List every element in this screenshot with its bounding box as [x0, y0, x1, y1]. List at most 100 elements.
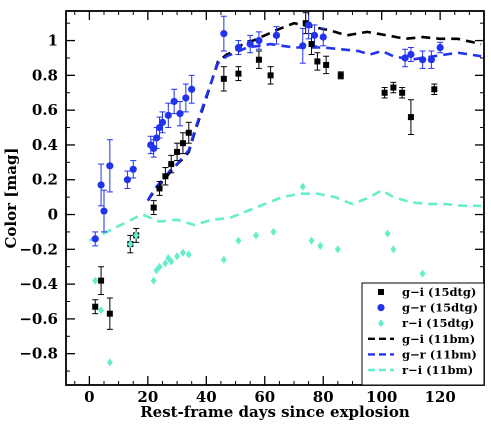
data-point-g-r-15dtg	[272, 31, 281, 39]
errorbars-layer	[92, 11, 444, 330]
data-point-g-r-15dtg	[319, 33, 327, 41]
data-point-r-i-15dtg	[253, 231, 259, 240]
data-point-g-r-15dtg	[234, 43, 243, 52]
data-point-r-i-15dtg	[270, 227, 277, 236]
data-point-g-i-15dtg	[381, 89, 388, 96]
data-point-r-i-15dtg	[308, 236, 315, 245]
y-axis-title: Color [mag]	[2, 147, 20, 248]
data-point-g-i-15dtg	[168, 161, 175, 168]
legend-label-g-r-15dtg: g−r (15dtg)	[402, 301, 478, 315]
data-point-r-i-15dtg	[168, 257, 175, 266]
x-tick-label: 80	[313, 388, 334, 406]
data-point-r-i-15dtg	[162, 259, 169, 268]
data-point-g-i-15dtg	[323, 61, 330, 68]
series-line-g-i-11bm	[146, 21, 482, 202]
data-point-g-r-15dtg	[158, 118, 167, 126]
data-point-g-i-15dtg	[98, 277, 105, 284]
data-point-g-r-15dtg	[188, 85, 196, 93]
data-point-r-i-15dtg	[127, 240, 134, 249]
x-tick-label: 20	[137, 388, 158, 406]
legend-marker-r-i-15dtg	[378, 319, 384, 328]
data-point-g-i-15dtg	[179, 140, 186, 147]
data-point-g-r-15dtg	[91, 235, 99, 243]
data-point-g-r-15dtg	[255, 36, 263, 45]
y-tick-label: 0.8	[32, 66, 58, 84]
data-point-g-r-15dtg	[150, 144, 158, 153]
data-point-g-i-15dtg	[390, 84, 397, 91]
data-point-g-i-15dtg	[407, 114, 414, 121]
data-point-r-i-15dtg	[419, 269, 426, 278]
data-point-g-r-15dtg	[123, 176, 131, 184]
data-point-r-i-15dtg	[156, 262, 163, 271]
data-point-g-r-15dtg	[419, 56, 427, 64]
data-point-g-i-15dtg	[255, 56, 262, 63]
data-point-g-r-15dtg	[407, 50, 415, 59]
data-point-g-i-15dtg	[156, 185, 163, 192]
data-point-r-i-15dtg	[235, 236, 242, 245]
y-tick-label: 1	[48, 32, 58, 50]
y-tick-label: 0.2	[32, 171, 58, 189]
data-point-g-r-15dtg	[106, 162, 114, 170]
x-tick-label: 60	[254, 388, 275, 406]
data-point-g-i-15dtg	[267, 72, 274, 79]
data-points-layer	[91, 20, 444, 367]
y-tick-label: −0.4	[19, 275, 58, 293]
data-point-g-r-15dtg	[427, 56, 435, 64]
x-tick-label: 120	[424, 388, 455, 406]
y-tick-label: 0.4	[32, 136, 58, 154]
x-tick-label: 0	[84, 388, 94, 406]
data-point-r-i-15dtg	[150, 276, 157, 285]
x-axis-title: Rest-frame days since explosion	[140, 403, 410, 421]
legend-label-r-i-11bm: r−i (11bm)	[402, 363, 473, 377]
data-point-g-r-15dtg	[305, 21, 313, 29]
data-point-g-i-15dtg	[106, 310, 113, 317]
legend-box	[361, 282, 485, 386]
y-tick-label: 0	[48, 206, 58, 224]
data-point-r-i-15dtg	[98, 306, 105, 315]
data-point-g-r-15dtg	[436, 43, 444, 52]
data-point-g-r-15dtg	[100, 207, 108, 215]
data-point-g-i-15dtg	[92, 303, 99, 310]
data-point-g-r-15dtg	[170, 97, 178, 106]
y-tick-label: −0.6	[19, 310, 58, 328]
data-point-g-i-15dtg	[308, 41, 315, 48]
y-tick-label: −0.8	[19, 345, 58, 363]
data-point-g-i-15dtg	[185, 129, 192, 136]
data-point-g-i-15dtg	[314, 58, 321, 65]
data-point-g-r-15dtg	[246, 40, 254, 48]
data-point-g-i-15dtg	[431, 86, 438, 93]
data-point-g-r-15dtg	[129, 165, 137, 173]
data-point-g-i-15dtg	[162, 173, 169, 180]
x-tick-label: 40	[196, 388, 217, 406]
axes-layer: 0 20 40 60 80 100 120 −0.8 −0.6 −0.4 −0.2 0 0.2 0.4 0.…	[19, 11, 484, 406]
data-point-g-r-15dtg	[164, 111, 172, 119]
data-point-g-i-15dtg	[150, 204, 157, 211]
y-tick-label: −0.2	[19, 240, 58, 258]
data-point-r-i-15dtg	[334, 245, 341, 254]
data-point-r-i-15dtg	[133, 231, 140, 240]
data-point-g-i-15dtg	[235, 70, 242, 77]
legend: g−i (15dtg) g−r (15dtg)r−i (15dtg) g−i (11…	[361, 282, 485, 386]
data-point-r-i-15dtg	[299, 182, 306, 191]
data-point-g-r-15dtg	[176, 110, 184, 118]
data-point-r-i-15dtg	[174, 252, 181, 261]
data-point-r-i-15dtg	[106, 358, 113, 367]
data-point-r-i-15dtg	[317, 241, 324, 250]
data-point-r-i-15dtg	[390, 245, 397, 254]
data-point-g-r-15dtg	[401, 54, 409, 62]
x-tick-label: 100	[366, 388, 397, 406]
legend-label-g-i-11bm: g−i (11bm)	[402, 332, 475, 346]
data-point-g-i-15dtg	[399, 89, 406, 96]
data-point-r-i-15dtg	[185, 250, 192, 259]
legend-label-r-i-15dtg: r−i (15dtg)	[402, 316, 474, 330]
legend-marker-g-r-15dtg	[377, 304, 385, 312]
data-point-g-i-15dtg	[220, 75, 227, 82]
data-point-g-r-15dtg	[310, 31, 319, 39]
data-point-g-i-15dtg	[337, 72, 344, 79]
legend-label-g-i-15dtg: g−i (15dtg)	[402, 285, 476, 299]
legend-label-g-r-11bm: g−r (11bm)	[402, 347, 477, 361]
data-point-g-r-15dtg	[153, 134, 161, 142]
data-point-r-i-15dtg	[384, 229, 391, 238]
data-point-r-i-15dtg	[179, 248, 186, 257]
